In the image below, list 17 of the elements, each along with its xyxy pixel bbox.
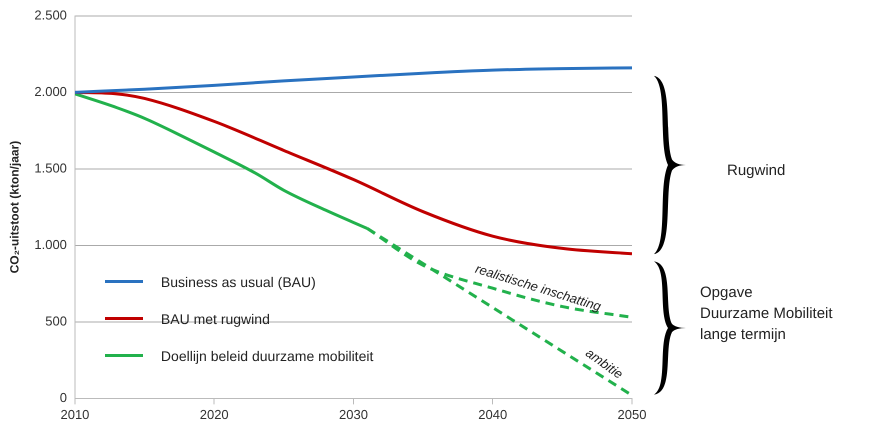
x-tick-label: 2040 — [478, 406, 508, 422]
legend-label: Doellijn beleid duurzame mobiliteit — [160, 348, 374, 364]
text: Opgave Duurzame Mobiliteit lange termijn — [700, 283, 833, 345]
legend-label: Business as usual (BAU) — [160, 274, 316, 290]
x-tick-label: 2010 — [60, 406, 90, 422]
y-tick-label: 2.000 — [34, 84, 67, 99]
y-tick-label: 2.500 — [34, 7, 67, 22]
legend-label: BAU met rugwind — [160, 310, 270, 327]
text: Rugwind — [727, 161, 786, 181]
x-tick-label: 2020 — [200, 406, 229, 422]
y-tick-label: 1.000 — [34, 236, 67, 252]
y-axis-title: CO₂-uitstoot (kton/jaar) — [8, 140, 22, 274]
y-tick-label: 1.500 — [34, 160, 67, 176]
x-tick-label: 2050 — [618, 406, 646, 422]
x-tick-label: 2030 — [339, 406, 368, 422]
y-tick-label: 0 — [60, 390, 67, 405]
y-tick-label: 500 — [45, 313, 67, 328]
